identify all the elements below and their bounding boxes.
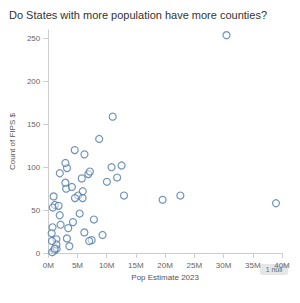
svg-text:40M: 40M [274, 261, 290, 270]
svg-text:5M: 5M [72, 261, 83, 270]
svg-text:30M: 30M [216, 261, 232, 270]
svg-text:Count of FIPS $: Count of FIPS $ [8, 112, 17, 169]
svg-text:25M: 25M [187, 261, 203, 270]
svg-text:Do States with more population: Do States with more population have more… [9, 9, 267, 21]
svg-text:15M: 15M [128, 261, 144, 270]
svg-text:100: 100 [27, 163, 41, 172]
svg-text:0: 0 [36, 249, 41, 258]
svg-text:Pop Estimate 2023: Pop Estimate 2023 [131, 273, 199, 282]
svg-text:150: 150 [27, 120, 41, 129]
svg-text:20M: 20M [157, 261, 173, 270]
svg-text:35M: 35M [245, 261, 261, 270]
svg-text:200: 200 [27, 77, 41, 86]
svg-text:1 null: 1 null [265, 266, 283, 273]
svg-text:0M: 0M [43, 261, 54, 270]
svg-text:10M: 10M [99, 261, 115, 270]
svg-text:50: 50 [31, 206, 40, 215]
svg-text:250: 250 [27, 34, 41, 43]
